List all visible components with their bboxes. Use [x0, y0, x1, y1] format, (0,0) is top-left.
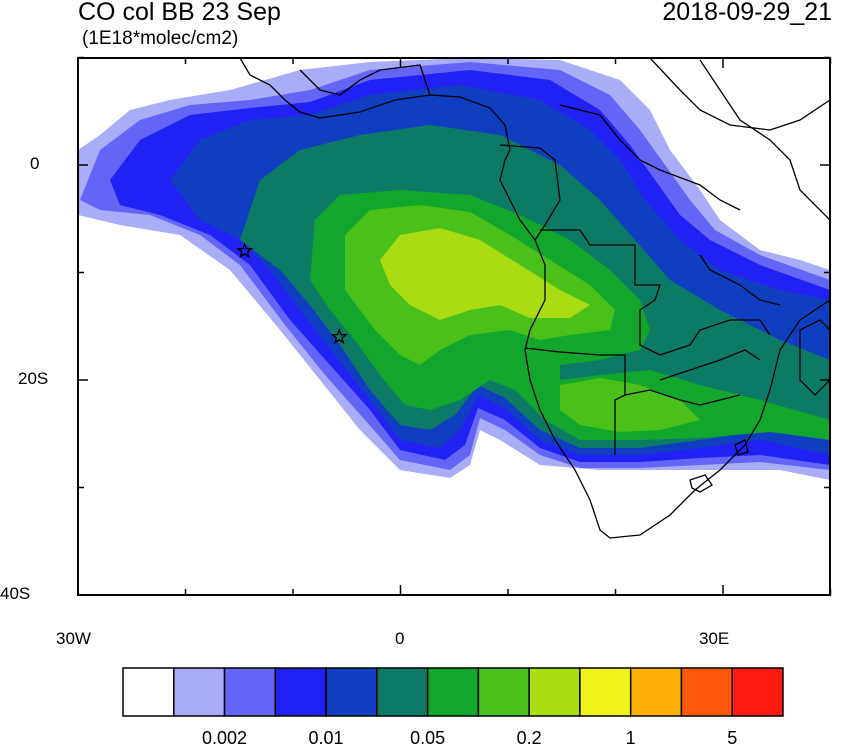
border-5 [559, 104, 741, 211]
lon-label-30w: 30W [56, 629, 91, 648]
border-1 [499, 144, 561, 241]
colorbar [122, 667, 784, 717]
colorbar-box-11 [680, 667, 733, 717]
colorbar-box-4 [325, 667, 378, 717]
colorbar-box-12 [731, 667, 784, 717]
colorbar-label: 0.2 [516, 728, 542, 748]
colorbar-box-7 [477, 667, 530, 717]
colorbar-box-5 [376, 667, 429, 717]
colorbar-box-2 [223, 667, 277, 717]
map-units: (1E18*molec/cm2) [82, 28, 239, 49]
marker-layer [236, 242, 348, 345]
colorbar-box-0 [122, 667, 175, 717]
border-8 [699, 59, 830, 221]
lat-label-0: 0 [30, 154, 40, 173]
madagascar [799, 319, 830, 396]
map-title: CO col BB 23 Sep [78, 0, 281, 26]
star-1-marker [236, 242, 254, 259]
plume-level-8 [380, 228, 590, 320]
lat-label-40s: 40S [0, 584, 31, 603]
border-3 [524, 347, 626, 455]
lat-label-20s: 20S [18, 369, 49, 388]
colorbar-box-6 [426, 667, 480, 717]
border-6 [699, 254, 781, 306]
lon-label-30e: 30E [699, 629, 730, 648]
colorbar-label: 0.01 [308, 728, 344, 748]
star-2-marker [330, 328, 348, 345]
border-4 [624, 389, 741, 406]
colorbar-box-10 [629, 667, 683, 717]
colorbar-box-3 [274, 667, 327, 717]
colorbar-label: 5 [727, 728, 738, 748]
map-datetime: 2018-09-29_21 [662, 0, 832, 26]
colorbar-label: 1 [625, 728, 636, 748]
tick-layer [77, 56, 832, 596]
plume-field [78, 58, 830, 480]
west-africa-coast [239, 58, 830, 539]
colorbar-label: 0.002 [202, 728, 248, 748]
border-2 [540, 229, 771, 356]
plot-frame [77, 57, 831, 596]
border-7 [299, 64, 431, 96]
swaziland [734, 439, 749, 456]
colorbar-box-8 [528, 667, 581, 717]
lon-label-0: 0 [395, 629, 405, 648]
colorbar-label: 0.05 [410, 728, 446, 748]
east-africa-coast [649, 58, 830, 131]
plume-level-7b [560, 378, 700, 432]
coastlines [239, 58, 830, 539]
colorbar-box-9 [579, 667, 632, 717]
lesotho [689, 474, 713, 493]
colorbar-box-1 [173, 667, 226, 717]
border-9 [659, 349, 761, 381]
